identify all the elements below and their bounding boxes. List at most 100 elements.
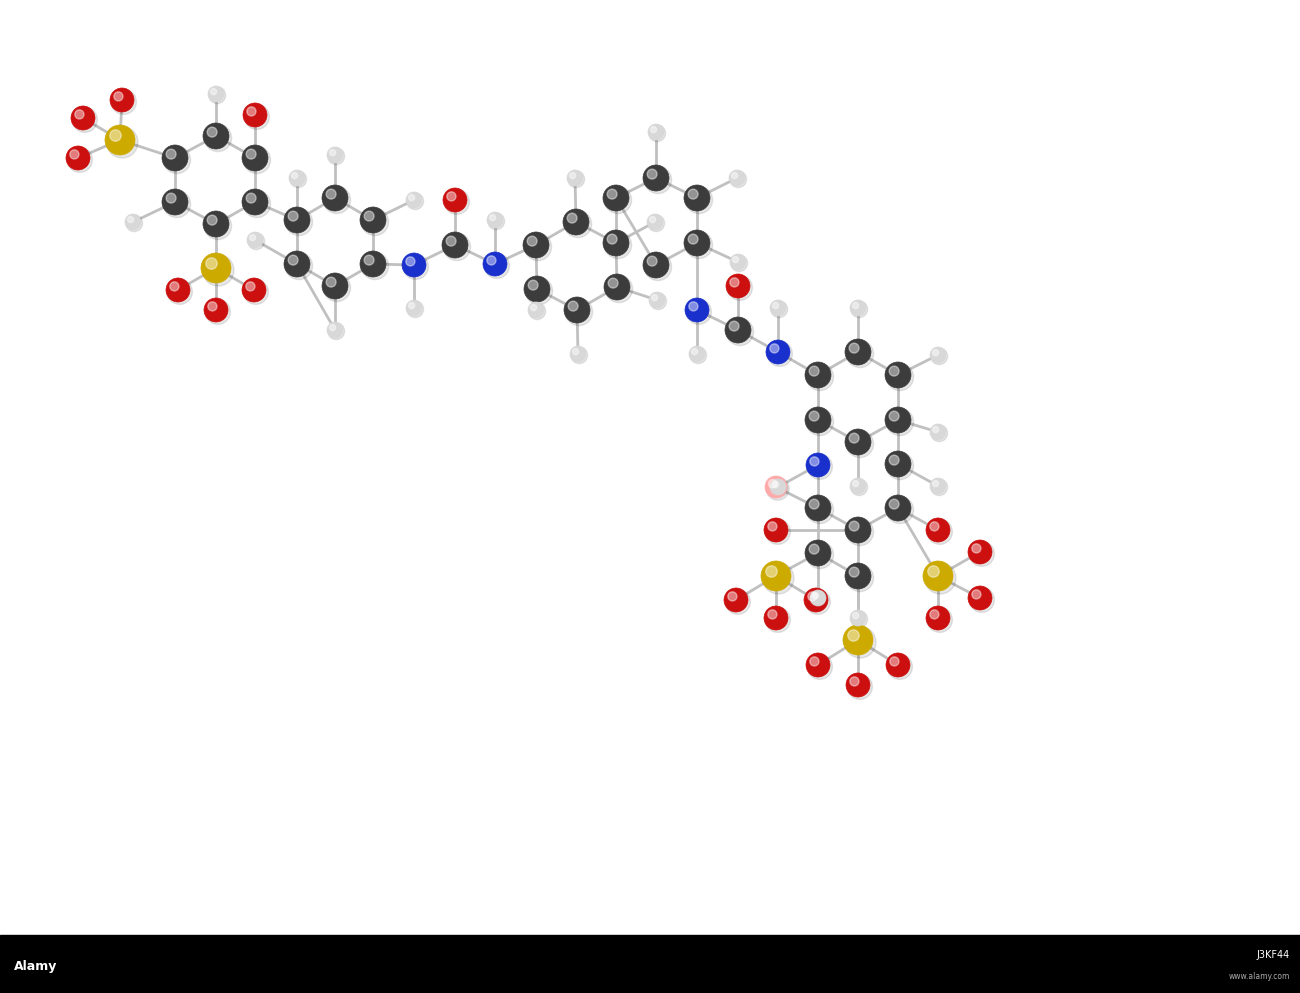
Circle shape <box>887 452 914 480</box>
Circle shape <box>603 185 629 211</box>
Circle shape <box>805 362 831 388</box>
Circle shape <box>849 344 859 354</box>
Circle shape <box>207 127 217 137</box>
Circle shape <box>324 274 351 302</box>
Circle shape <box>924 562 956 594</box>
Circle shape <box>651 295 658 301</box>
Circle shape <box>846 564 874 592</box>
Circle shape <box>887 496 914 523</box>
Circle shape <box>770 300 786 316</box>
Circle shape <box>166 194 176 203</box>
Circle shape <box>731 255 747 272</box>
Circle shape <box>361 252 389 280</box>
Circle shape <box>525 277 552 305</box>
Circle shape <box>162 145 188 171</box>
Circle shape <box>209 86 226 103</box>
Circle shape <box>445 190 469 214</box>
Circle shape <box>725 317 751 343</box>
Circle shape <box>647 169 656 179</box>
Circle shape <box>887 408 914 436</box>
Circle shape <box>724 588 747 612</box>
Circle shape <box>572 349 578 355</box>
Circle shape <box>607 189 618 199</box>
Circle shape <box>647 214 663 230</box>
Circle shape <box>685 187 712 213</box>
Circle shape <box>930 478 946 494</box>
Circle shape <box>845 627 876 658</box>
Circle shape <box>604 231 632 258</box>
Circle shape <box>647 256 656 266</box>
Circle shape <box>889 499 900 509</box>
Circle shape <box>607 234 618 244</box>
Circle shape <box>809 544 819 554</box>
Circle shape <box>68 147 92 173</box>
Circle shape <box>686 299 711 325</box>
Circle shape <box>807 454 832 480</box>
Circle shape <box>725 589 750 615</box>
Circle shape <box>885 451 911 477</box>
Circle shape <box>805 495 831 521</box>
Circle shape <box>606 275 633 303</box>
Circle shape <box>928 566 939 577</box>
Circle shape <box>566 298 593 326</box>
Circle shape <box>850 610 866 626</box>
Circle shape <box>772 303 779 309</box>
Circle shape <box>244 104 269 129</box>
Circle shape <box>766 340 790 364</box>
Circle shape <box>645 253 672 281</box>
Circle shape <box>407 301 424 318</box>
Circle shape <box>564 211 592 237</box>
Circle shape <box>853 613 858 619</box>
Circle shape <box>771 301 788 318</box>
Circle shape <box>644 252 670 278</box>
Circle shape <box>202 253 231 283</box>
Circle shape <box>528 302 543 318</box>
Circle shape <box>848 674 872 699</box>
Circle shape <box>972 544 982 553</box>
Circle shape <box>563 209 589 235</box>
Circle shape <box>970 541 994 566</box>
Circle shape <box>569 173 576 179</box>
Circle shape <box>488 213 504 229</box>
Circle shape <box>484 253 510 278</box>
Circle shape <box>243 191 270 217</box>
Circle shape <box>443 233 471 260</box>
Circle shape <box>112 89 136 114</box>
Circle shape <box>328 323 345 340</box>
Circle shape <box>164 146 191 174</box>
Circle shape <box>846 673 870 697</box>
Circle shape <box>647 214 664 231</box>
Circle shape <box>766 477 789 500</box>
Circle shape <box>66 146 90 170</box>
Circle shape <box>324 187 351 213</box>
Circle shape <box>968 540 992 564</box>
Circle shape <box>766 566 777 577</box>
Circle shape <box>807 654 832 679</box>
Circle shape <box>846 518 874 545</box>
Circle shape <box>729 278 738 287</box>
Circle shape <box>73 107 98 132</box>
Circle shape <box>407 193 424 210</box>
Circle shape <box>406 300 423 316</box>
Circle shape <box>166 278 190 302</box>
Circle shape <box>604 274 630 300</box>
Circle shape <box>360 251 386 277</box>
Circle shape <box>771 480 788 496</box>
Circle shape <box>848 630 859 641</box>
Circle shape <box>887 653 910 677</box>
Circle shape <box>647 124 664 140</box>
Circle shape <box>772 482 779 488</box>
Circle shape <box>322 185 348 211</box>
Bar <box>0 935 1300 993</box>
Circle shape <box>328 147 343 163</box>
Circle shape <box>767 342 793 366</box>
Circle shape <box>326 189 335 199</box>
Circle shape <box>809 366 819 376</box>
Circle shape <box>727 275 753 301</box>
Circle shape <box>164 191 191 217</box>
Circle shape <box>127 216 134 222</box>
Circle shape <box>806 541 833 569</box>
Circle shape <box>207 215 217 225</box>
Circle shape <box>850 677 859 686</box>
Circle shape <box>109 130 121 141</box>
